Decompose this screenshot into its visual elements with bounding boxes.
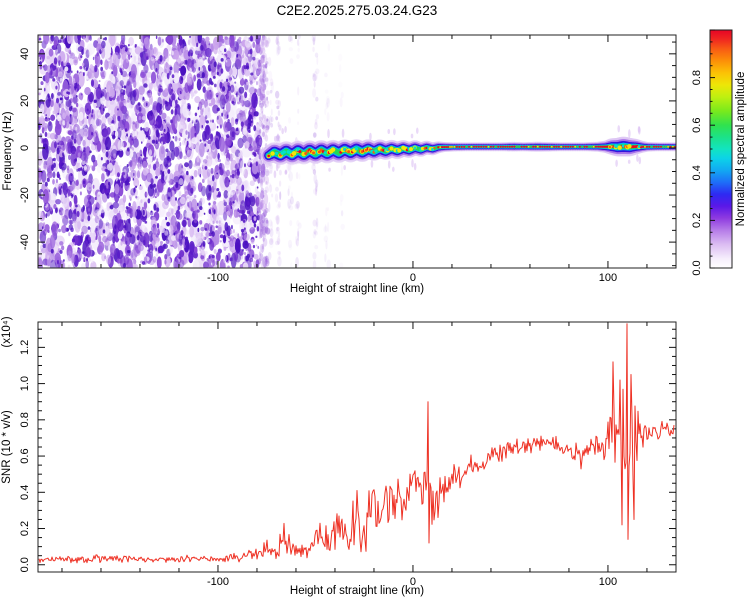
x-tick-label: 0: [410, 272, 416, 284]
snr-xlabel: Height of straight line (km): [290, 585, 424, 597]
colorbar-tick-label: 0.8: [691, 70, 703, 85]
y-tick-label: 0.8: [19, 412, 31, 427]
spectrogram-axes: -100 0 100 -40 -20 0 20 40: [19, 34, 677, 284]
x-tick-label: -100: [207, 576, 229, 588]
y-tick-label: 0.0: [19, 557, 31, 572]
y-tick-label: 1.0: [19, 376, 31, 391]
spectrogram-panel: -100 0 100 -40 -20 0 20 40 0.0 0.2 0.4 0.6 0.8 Freq…: [2, 29, 747, 295]
x-tick-label: 0: [410, 576, 416, 588]
snr-ylabel: SNR (10 * v/v): [1, 410, 13, 484]
figure-title: C2E2.2025.275.03.24.G23: [276, 3, 438, 18]
colorbar-tick-label: 0.6: [691, 118, 703, 133]
colorbar-tick-label: 0.0: [691, 260, 703, 275]
x-tick-label: -100: [207, 272, 229, 284]
x-tick-label: 100: [599, 576, 617, 588]
y-tick-label: -20: [19, 187, 31, 203]
colorbar-tick-label: 0.4: [691, 165, 703, 180]
y-tick-label: 1.2: [19, 340, 31, 355]
snr-line-series: [38, 323, 675, 564]
spectrogram-ylabel: Frequency (Hz): [2, 111, 14, 190]
snr-axes: -100 0 100 0.0 0.2 0.4 0.6 0.8 1.0 1.2: [19, 321, 677, 588]
colorbar-label: Normalized spectral amplitude: [735, 72, 747, 227]
y-tick-label: 0.2: [19, 521, 31, 536]
colorbar-tick-label: 0.2: [691, 213, 703, 228]
y-tick-label: 20: [19, 95, 31, 107]
snr-panel: -100 0 100 0.0 0.2 0.4 0.6 0.8 1.0 1.2 SNR (10 * …: [1, 316, 677, 597]
colorbar-group: 0.0 0.2 0.4 0.6 0.8: [691, 29, 733, 276]
y-tick-label: 0: [19, 145, 31, 151]
snr-scale-note: (x10⁴): [1, 316, 13, 347]
spectrogram-xlabel: Height of straight line (km): [290, 283, 424, 295]
y-tick-label: -40: [19, 234, 31, 250]
x-tick-label: 100: [599, 272, 617, 284]
y-tick-label: 0.6: [19, 448, 31, 463]
y-tick-label: 0.4: [19, 485, 31, 500]
spectrogram-echo-trace: [260, 125, 676, 179]
y-tick-label: 40: [19, 48, 31, 60]
spectrogram-noise-field: [38, 35, 345, 268]
